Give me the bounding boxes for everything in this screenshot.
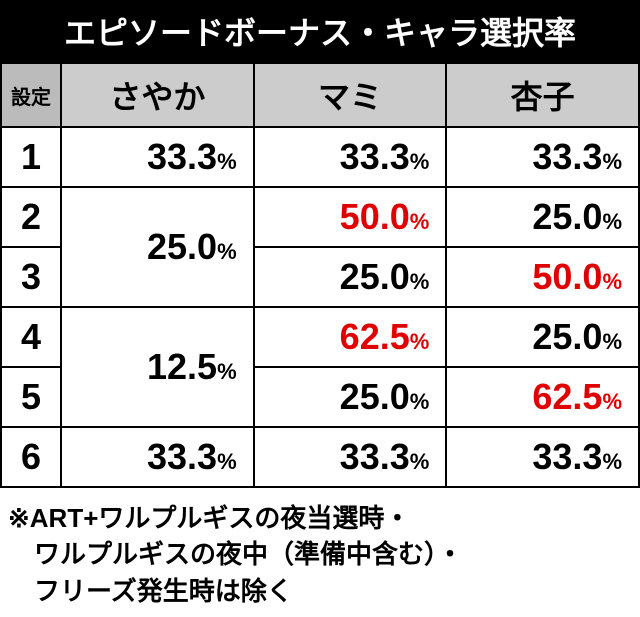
- sayaka-cell: 33.3%: [61, 427, 254, 487]
- table-title: エピソードボーナス・キャラ選択率: [0, 0, 640, 62]
- kyoko-cell: 33.3%: [446, 127, 639, 187]
- kyoko-cell: 50.0%: [446, 247, 639, 307]
- table-row: 225.0%50.0%25.0%: [1, 187, 639, 247]
- mami-cell: 25.0%: [254, 367, 447, 427]
- setting-column-header: 設定: [1, 63, 61, 127]
- setting-cell: 4: [1, 307, 61, 367]
- mami-cell: 62.5%: [254, 307, 447, 367]
- kyoko-cell: 62.5%: [446, 367, 639, 427]
- mami-cell: 50.0%: [254, 187, 447, 247]
- table-row: 633.3%33.3%33.3%: [1, 427, 639, 487]
- table-row: 412.5%62.5%25.0%: [1, 307, 639, 367]
- mami-cell: 25.0%: [254, 247, 447, 307]
- kyoko-cell: 25.0%: [446, 187, 639, 247]
- kyoko-cell: 33.3%: [446, 427, 639, 487]
- table-body: 133.3%33.3%33.3%225.0%50.0%25.0%325.0%50…: [1, 127, 639, 487]
- table-container: エピソードボーナス・キャラ選択率 設定 さやか マミ 杏子 133.3%33.3…: [0, 0, 640, 617]
- setting-cell: 1: [1, 127, 61, 187]
- setting-cell: 6: [1, 427, 61, 487]
- header-row: 設定 さやか マミ 杏子: [1, 63, 639, 127]
- table-row: 133.3%33.3%33.3%: [1, 127, 639, 187]
- footnote: ※ART+ワルプルギスの夜当選時・ ワルプルギスの夜中（準備中含む）・ フリーズ…: [0, 488, 640, 617]
- mami-cell: 33.3%: [254, 127, 447, 187]
- sayaka-cell: 33.3%: [61, 127, 254, 187]
- selection-rate-table: 設定 さやか マミ 杏子 133.3%33.3%33.3%225.0%50.0%…: [0, 62, 640, 488]
- setting-cell: 3: [1, 247, 61, 307]
- column-header-sayaka: さやか: [61, 63, 254, 127]
- sayaka-cell: 12.5%: [61, 307, 254, 427]
- column-header-mami: マミ: [254, 63, 447, 127]
- sayaka-cell: 25.0%: [61, 187, 254, 307]
- setting-cell: 5: [1, 367, 61, 427]
- column-header-kyoko: 杏子: [446, 63, 639, 127]
- mami-cell: 33.3%: [254, 427, 447, 487]
- setting-cell: 2: [1, 187, 61, 247]
- kyoko-cell: 25.0%: [446, 307, 639, 367]
